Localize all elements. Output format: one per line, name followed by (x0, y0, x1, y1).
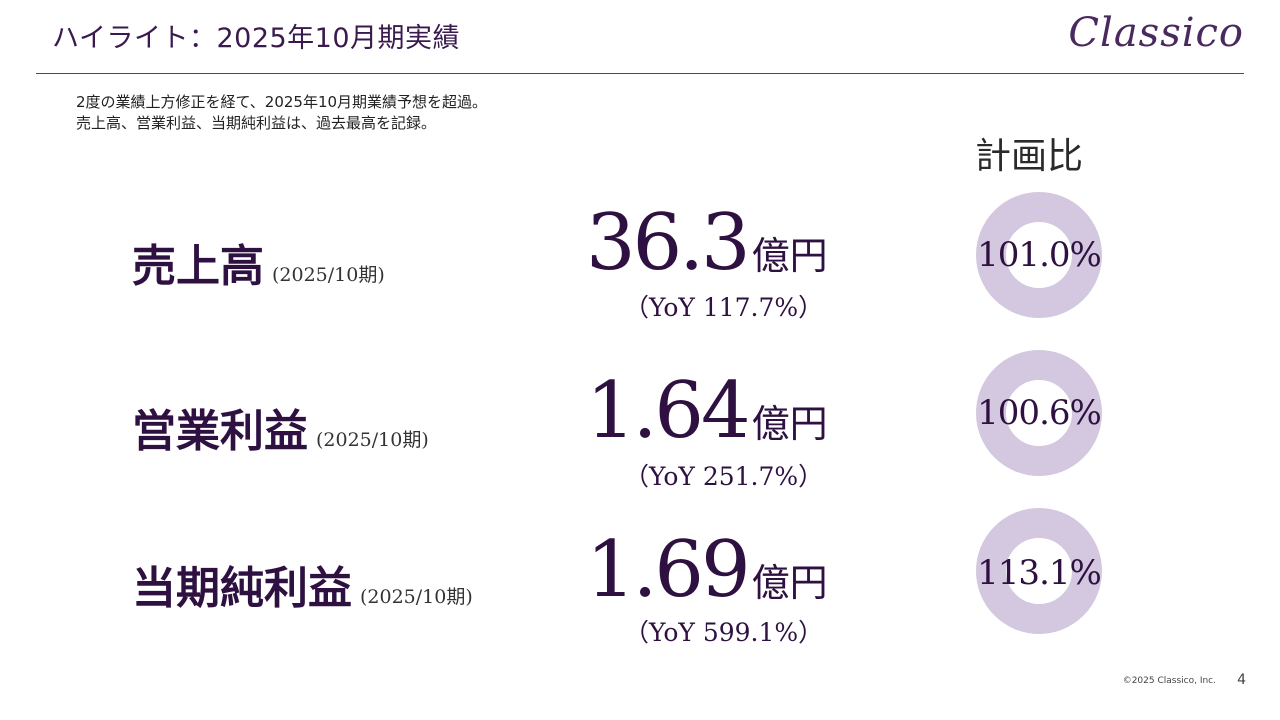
plan-ratio-net-income: 113.1% (977, 553, 1102, 593)
plan-ratio-sales: 101.0% (977, 235, 1102, 275)
metric-name: 売上高 (132, 241, 264, 292)
metric-period: (2025/10期) (316, 429, 429, 451)
yoy-net-income: （YoY 599.1%） (624, 618, 824, 647)
metric-unit: 億円 (751, 561, 828, 605)
summary-line-1: 2度の業績上方修正を経て、2025年10月期業績予想を超過。 (76, 93, 488, 111)
metric-period: (2025/10期) (360, 586, 473, 608)
title-divider (36, 73, 1244, 74)
metric-value-net-income: 1.69 億円 (586, 525, 828, 615)
yoy-sales: （YoY 117.7%） (624, 293, 824, 322)
copyright: ©2025 Classico, Inc. (1122, 676, 1216, 686)
metric-name: 当期純利益 (132, 563, 352, 614)
plan-ratio-ring-operating-profit (976, 350, 1102, 476)
metric-name: 営業利益 (132, 406, 308, 457)
plan-ratio-heading: 計画比 (975, 136, 1084, 177)
metric-label-net-income: 当期純利益 (2025/10期) (132, 552, 473, 616)
classico-logo: Classico (1068, 10, 1244, 56)
metric-value-operating-profit: 1.64 億円 (586, 366, 828, 456)
summary-line-2: 売上高、営業利益、当期純利益は、過去最高を記録。 (76, 114, 437, 132)
slide-title: ハイライト：2025年10月期実績 (52, 23, 461, 54)
plan-ratio-operating-profit: 100.6% (977, 393, 1102, 433)
page-number: 4 (1237, 672, 1246, 688)
metric-label-operating-profit: 営業利益 (2025/10期) (132, 395, 429, 459)
metric-period: (2025/10期) (272, 264, 385, 286)
metric-number: 36.3 (586, 198, 751, 288)
summary-text: 2度の業績上方修正を経て、2025年10月期業績予想を超過。 売上高、営業利益、… (76, 92, 487, 134)
metric-unit: 億円 (751, 402, 828, 446)
plan-ratio-ring-net-income (976, 508, 1102, 634)
metric-number: 1.69 (586, 525, 751, 615)
metric-unit: 億円 (751, 234, 828, 278)
metric-number: 1.64 (586, 366, 751, 456)
plan-ratio-ring-sales (976, 192, 1102, 318)
metric-value-sales: 36.3 億円 (586, 198, 828, 288)
yoy-operating-profit: （YoY 251.7%） (624, 462, 824, 491)
metric-label-sales: 売上高 (2025/10期) (132, 230, 385, 294)
